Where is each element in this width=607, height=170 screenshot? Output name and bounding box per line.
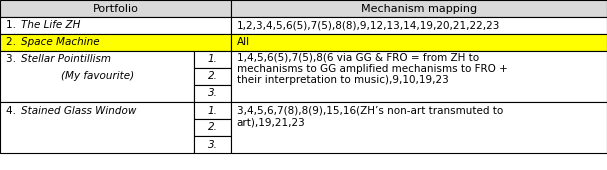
Text: 3.: 3. bbox=[6, 55, 22, 64]
Text: 1.: 1. bbox=[208, 106, 217, 115]
FancyBboxPatch shape bbox=[194, 119, 231, 136]
Text: 2.: 2. bbox=[208, 123, 217, 132]
FancyBboxPatch shape bbox=[231, 34, 607, 51]
FancyBboxPatch shape bbox=[194, 85, 231, 102]
Text: Space Machine: Space Machine bbox=[21, 38, 100, 47]
Text: The Life ZH: The Life ZH bbox=[21, 21, 81, 30]
Text: 3,4,5,6,7(8),8(9),15,16(ZH’s non-art transmuted to
art),19,21,23: 3,4,5,6,7(8),8(9),15,16(ZH’s non-art tra… bbox=[237, 105, 503, 127]
Text: Stained Glass Window: Stained Glass Window bbox=[21, 106, 137, 115]
Text: 3.: 3. bbox=[208, 89, 217, 98]
Text: 1.: 1. bbox=[208, 55, 217, 64]
Text: Portfolio: Portfolio bbox=[92, 4, 138, 13]
FancyBboxPatch shape bbox=[0, 102, 194, 153]
Text: All: All bbox=[237, 38, 250, 47]
Text: (My favourite): (My favourite) bbox=[61, 72, 134, 81]
Text: 2.: 2. bbox=[208, 72, 217, 81]
Text: 1.: 1. bbox=[6, 21, 22, 30]
Text: Stellar Pointillism: Stellar Pointillism bbox=[21, 55, 111, 64]
FancyBboxPatch shape bbox=[0, 17, 231, 34]
FancyBboxPatch shape bbox=[194, 68, 231, 85]
Text: 2.: 2. bbox=[6, 38, 22, 47]
FancyBboxPatch shape bbox=[231, 17, 607, 34]
FancyBboxPatch shape bbox=[194, 136, 231, 153]
Text: 4.: 4. bbox=[6, 106, 22, 115]
FancyBboxPatch shape bbox=[0, 34, 231, 51]
Text: 1,2,3,4,5,6(5),7(5),8(8),9,12,13,14,19,20,21,22,23: 1,2,3,4,5,6(5),7(5),8(8),9,12,13,14,19,2… bbox=[237, 21, 500, 30]
Text: 3.: 3. bbox=[208, 140, 217, 149]
FancyBboxPatch shape bbox=[194, 102, 231, 119]
FancyBboxPatch shape bbox=[0, 51, 194, 102]
FancyBboxPatch shape bbox=[0, 0, 231, 17]
Text: 1,4,5,6(5),7(5),8(6 via GG & FRO = from ZH to
mechanisms to GG amplified mechani: 1,4,5,6(5),7(5),8(6 via GG & FRO = from … bbox=[237, 52, 507, 86]
FancyBboxPatch shape bbox=[231, 102, 607, 153]
FancyBboxPatch shape bbox=[194, 51, 231, 68]
FancyBboxPatch shape bbox=[231, 0, 607, 17]
Text: Mechanism mapping: Mechanism mapping bbox=[361, 4, 477, 13]
FancyBboxPatch shape bbox=[231, 51, 607, 102]
